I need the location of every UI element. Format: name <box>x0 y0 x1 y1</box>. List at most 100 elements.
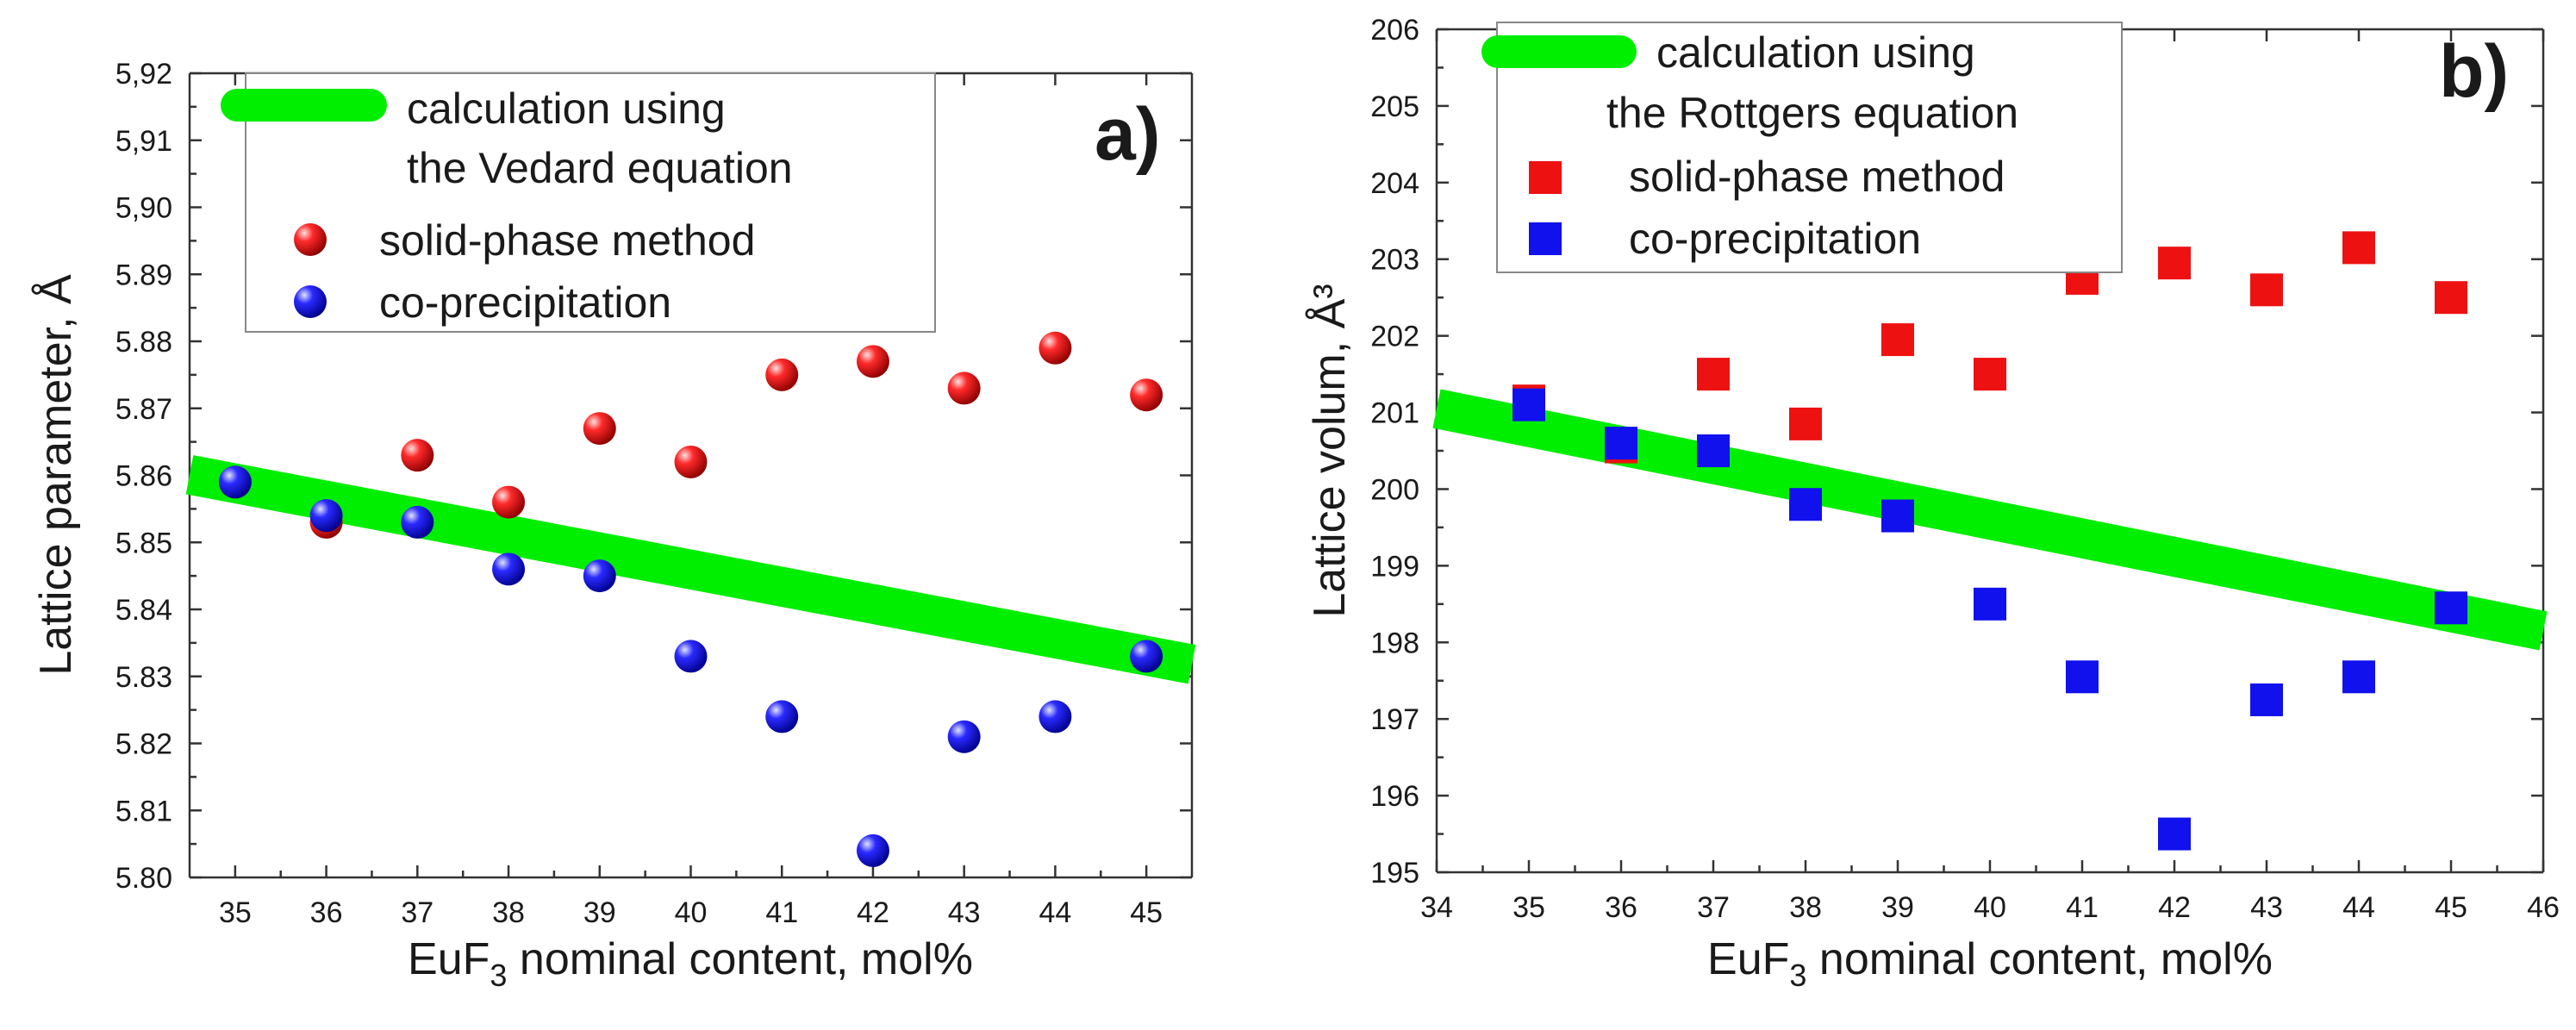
panel-b-y-tick-label: 200 <box>1370 473 1419 506</box>
panel-a-y-tick-label: 5.83 <box>115 661 172 694</box>
panel-a-co-precipitation-point <box>309 499 343 533</box>
panel-a-x-tick-label: 44 <box>1039 896 1071 929</box>
panel-b-points <box>1513 231 2467 851</box>
panel-b-legend-coprec-marker <box>1529 222 1562 255</box>
panel-b-y-title: Lattice volum, Å³ <box>1305 284 1355 617</box>
panel-a-legend-solid-label: solid-phase method <box>379 216 755 265</box>
panel-a-y-tick-label: 5.84 <box>115 594 172 627</box>
panel-a-co-precipitation-point <box>765 700 799 733</box>
panel-a-co-precipitation-point <box>856 833 889 867</box>
panel-a-y-title: Lattice parameter, Å <box>31 274 81 676</box>
panel-b-co-precipitation-point <box>1881 499 1914 533</box>
panel-b-y-tick-label: 205 <box>1370 91 1419 123</box>
panel-b-x-tick-label: 36 <box>1605 891 1637 924</box>
panel-b-solid-phase-point <box>2250 273 2283 307</box>
panel-a-co-precipitation-point <box>492 552 526 586</box>
panel-a-co-precipitation-point <box>1039 700 1072 733</box>
panel-a-y-tick-label: 5.86 <box>115 460 172 493</box>
panel-b-co-precipitation-point <box>1605 427 1637 460</box>
panel-a-legend-coprec-label: co-precipitation <box>379 278 671 327</box>
panel-a-fit-line-group <box>185 455 1196 684</box>
panel-a-x-tick-label: 45 <box>1130 896 1163 929</box>
panel-a-co-precipitation-point <box>1130 640 1163 673</box>
panel-b-y-tick-label: 196 <box>1370 780 1419 813</box>
panel-a-solid-phase-point <box>674 445 708 478</box>
panel-b-co-precipitation-point <box>2066 660 2099 694</box>
panel-a-points <box>218 331 1163 867</box>
panel-a-y-tick-label: 5.80 <box>115 862 172 895</box>
panel-b-y-tick-label: 202 <box>1370 321 1419 353</box>
panel-a-solid-phase-point <box>856 345 889 378</box>
panel-a-y-tick-label: 5.82 <box>115 728 172 761</box>
panel-b-y-tick-label: 198 <box>1370 627 1419 659</box>
panel-a-co-precipitation-point <box>583 559 616 593</box>
panel-a-solid-phase-point <box>492 485 526 519</box>
panel-a-y-tick-label: 5,91 <box>115 125 172 158</box>
panel-a-fit-line <box>185 455 1196 684</box>
panel-b-x-tick-label: 40 <box>1974 891 2006 924</box>
panel-a-y-tick-label: 5.89 <box>115 259 172 291</box>
chart-panel-a: 35 36 37 38 39 40 41 42 43 44 45 5.80 5.81 5.82 5.83 5.… <box>31 58 1196 993</box>
panel-b-legend-solid-marker <box>1529 161 1562 194</box>
panel-b-x-tick-label: 38 <box>1789 891 1822 924</box>
panel-b-label: b) <box>2439 30 2509 113</box>
panel-b-x-tick-label: 39 <box>1881 891 1914 924</box>
panel-a-solid-phase-point <box>1130 378 1163 412</box>
panel-b-x-tick-label: 35 <box>1513 891 1545 924</box>
panel-b-x-tick-label: 45 <box>2435 891 2467 924</box>
panel-a-x-tick-label: 38 <box>492 896 525 929</box>
panel-b-legend-calc-line1: calculation using <box>1656 28 1975 77</box>
panel-b-solid-phase-point <box>1881 323 1914 357</box>
panel-a-legend: calculation using the Vedard equation so… <box>221 72 936 333</box>
panel-a-solid-phase-point <box>583 412 616 446</box>
panel-b-ticks: 34 35 36 37 38 39 40 41 42 43 44 45 46 195 196 197 198 19… <box>1370 14 2560 924</box>
panel-a-y-tick-label: 5.81 <box>115 795 172 827</box>
panel-b-x-title: EuF3 nominal content, mol% <box>1707 934 2273 993</box>
panel-b-solid-phase-point <box>2342 231 2375 265</box>
panel-b-y-tick-label: 203 <box>1370 244 1419 277</box>
panel-b-co-precipitation-point <box>2158 817 2191 851</box>
panel-a-x-tick-label: 36 <box>310 896 343 929</box>
panel-b-x-tick-label: 41 <box>2066 891 2099 924</box>
panel-a-x-tick-label: 37 <box>401 896 433 929</box>
panel-b-solid-phase-point <box>1789 407 1822 440</box>
panel-a-legend-calc-line1: calculation using <box>407 84 726 133</box>
panel-b-y-tick-label: 201 <box>1370 397 1419 430</box>
panel-a-x-tick-label: 41 <box>765 896 798 929</box>
panel-b-co-precipitation-point <box>1513 388 1545 421</box>
panel-b-y-tick-label: 199 <box>1370 550 1419 583</box>
chart-panel-b: 34 35 36 37 38 39 40 41 42 43 44 45 46 195 196 197 198 19… <box>1305 14 2560 993</box>
panel-b-co-precipitation-point <box>2342 660 2375 694</box>
panel-a-solid-phase-point <box>401 439 434 472</box>
panel-a-x-title: EuF3 nominal content, mol% <box>408 934 973 993</box>
panel-b-solid-phase-point <box>2158 247 2191 280</box>
panel-b-legend-calc-line2: the Rottgers equation <box>1606 89 2018 137</box>
panel-a-x-tick-label: 40 <box>675 896 708 929</box>
panel-a-legend-coprec-marker <box>294 285 327 318</box>
panel-b-co-precipitation-point <box>2250 683 2283 716</box>
panel-b-x-tick-label: 43 <box>2250 891 2283 924</box>
panel-a-ticks: 35 36 37 38 39 40 41 42 43 44 45 5.80 5.81 5.82 5.83 5.… <box>115 58 1192 929</box>
panel-a-y-tick-label: 5,92 <box>115 58 172 91</box>
panel-b-y-tick-label: 204 <box>1370 167 1419 200</box>
panel-a-co-precipitation-point <box>218 465 252 499</box>
panel-a-co-precipitation-point <box>947 720 981 753</box>
panel-b-legend-solid-label: solid-phase method <box>1629 153 2005 201</box>
panel-a-y-tick-label: 5.85 <box>115 527 172 559</box>
panel-b-x-tick-label: 46 <box>2527 891 2560 924</box>
panel-a-x-tick-label: 42 <box>857 896 889 929</box>
panel-b-x-tick-label: 34 <box>1420 891 1453 924</box>
panel-b-x-tick-label: 37 <box>1697 891 1730 924</box>
panel-a-x-tick-label: 35 <box>219 896 252 929</box>
panel-b-solid-phase-point <box>1697 358 1730 391</box>
panel-b-y-tick-label: 206 <box>1370 14 1419 47</box>
panel-a-label: a) <box>1095 93 1160 176</box>
panel-a-co-precipitation-point <box>674 640 708 673</box>
panel-a-legend-solid-marker <box>294 223 327 256</box>
panel-a-solid-phase-point <box>765 358 799 391</box>
panel-b-solid-phase-point <box>2435 281 2467 315</box>
panel-a-y-tick-label: 5.87 <box>115 393 172 426</box>
panel-a-y-tick-label: 5.88 <box>115 326 172 359</box>
panel-b-legend: calculation using the Rottgers equation … <box>1481 22 2123 273</box>
